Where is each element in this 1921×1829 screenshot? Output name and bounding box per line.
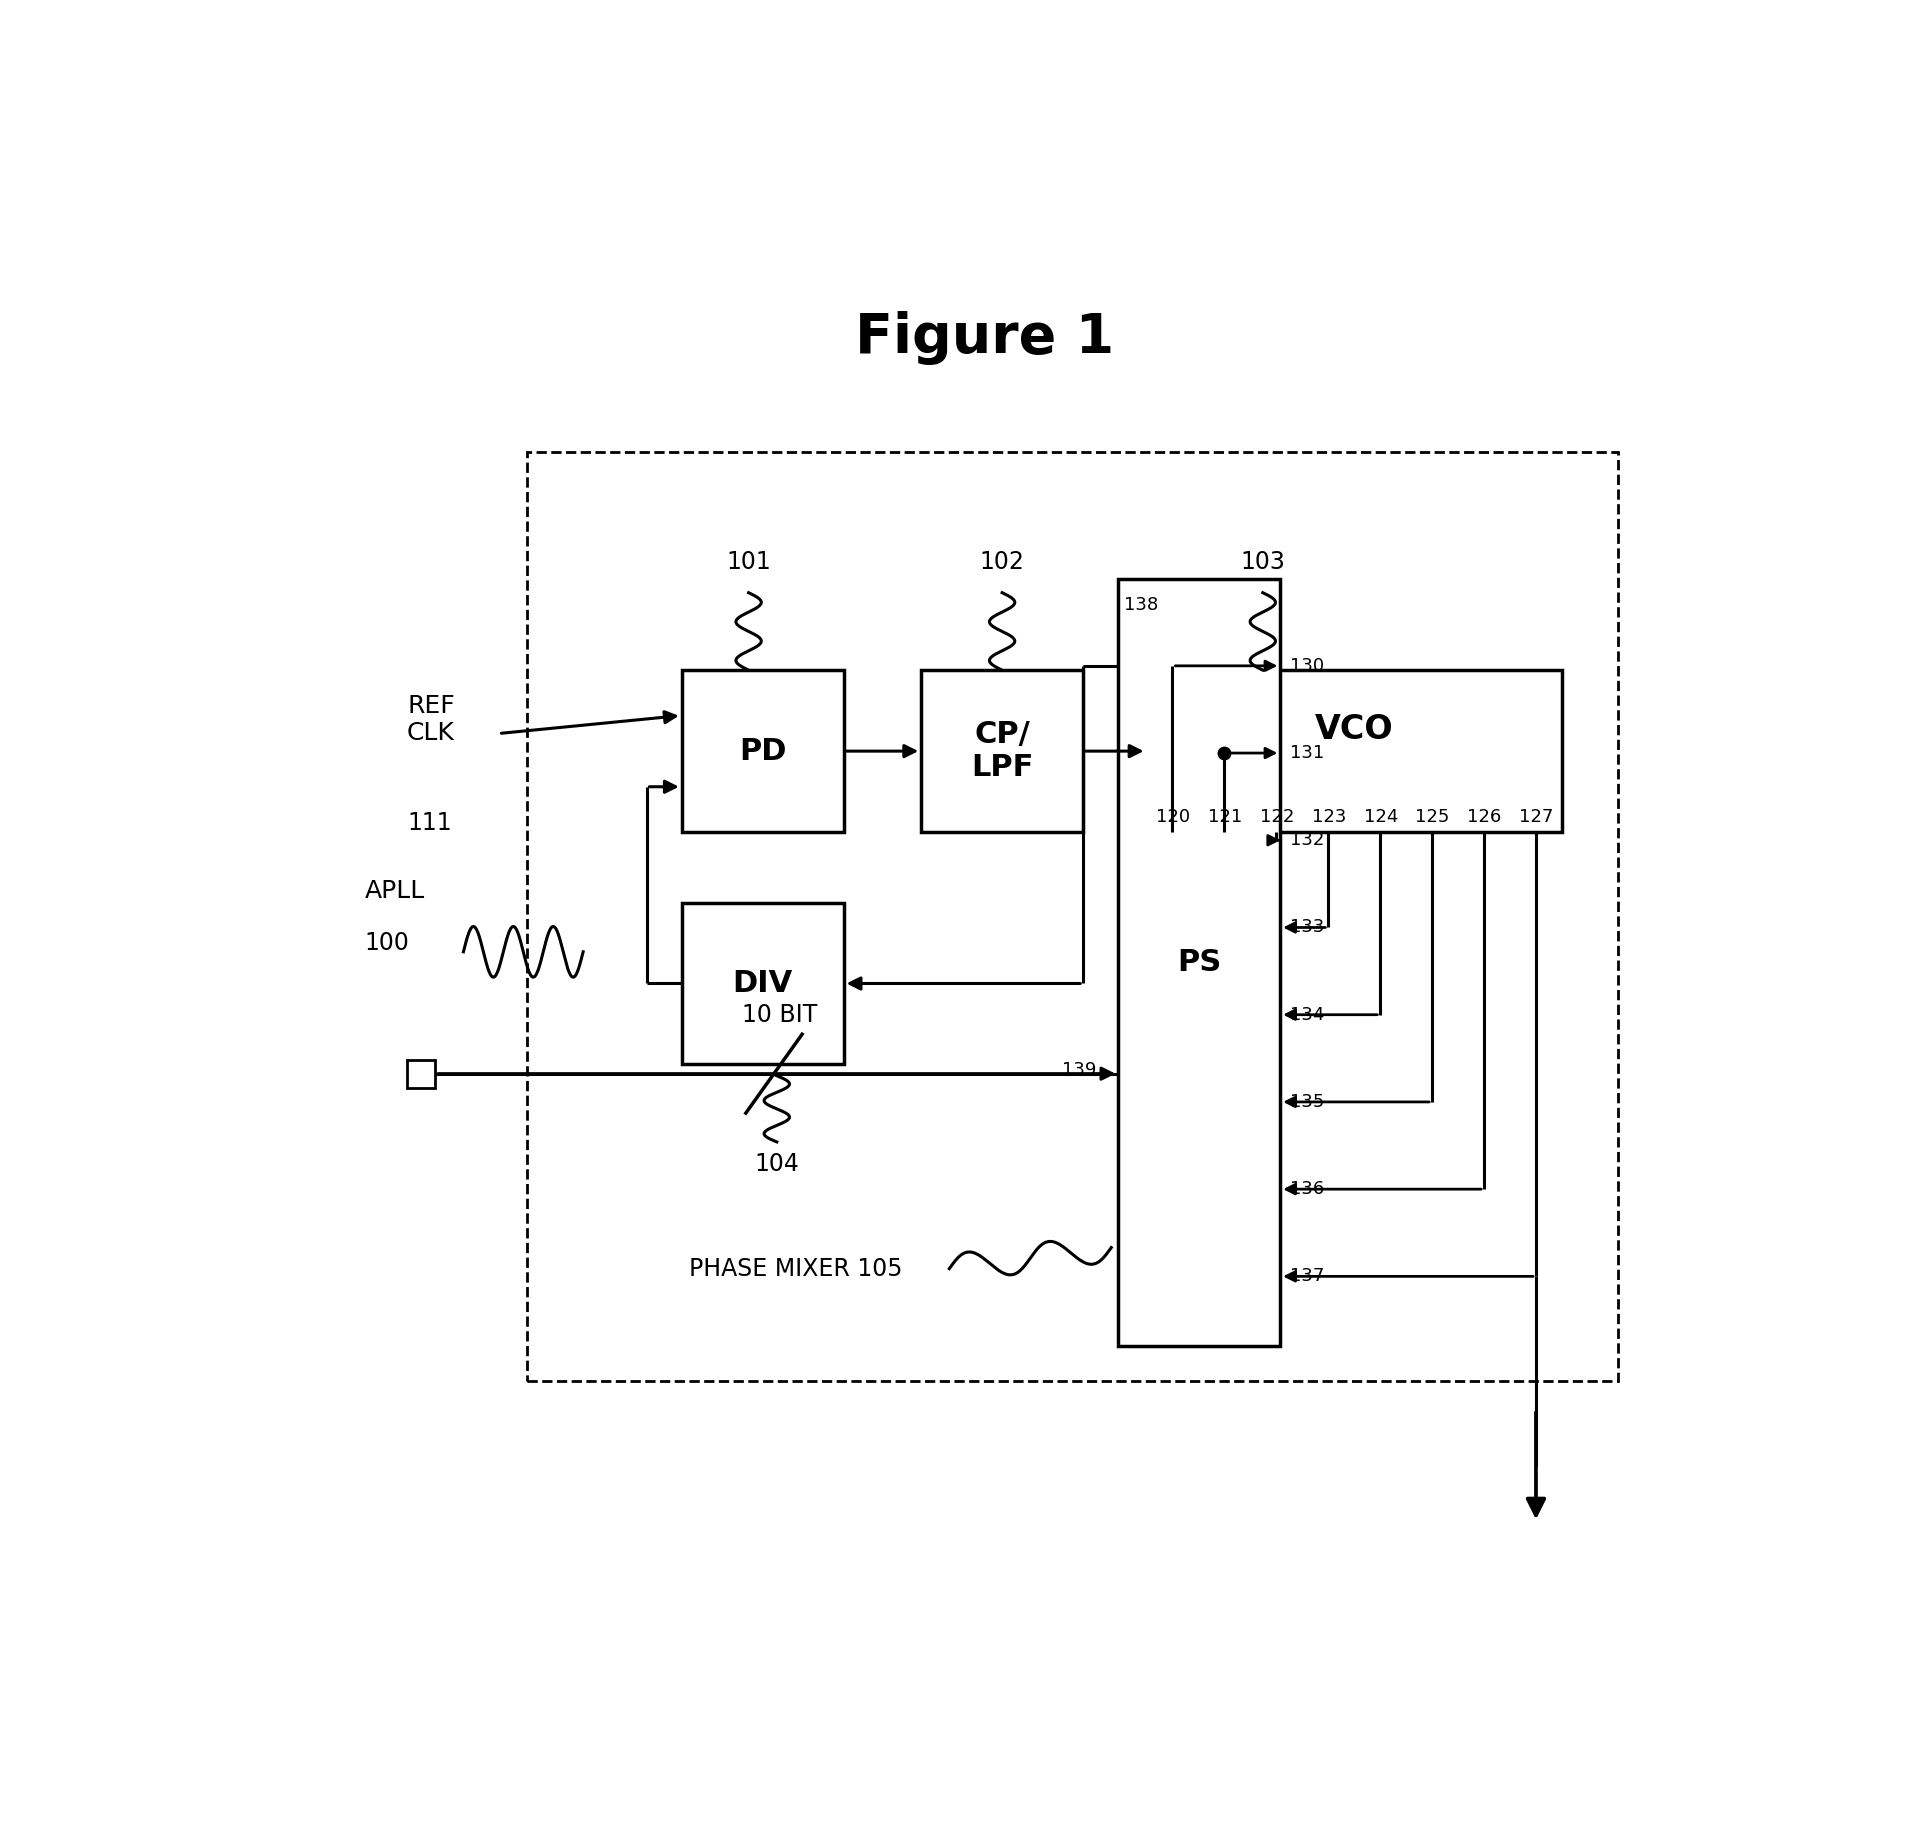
Text: 138: 138 <box>1124 596 1158 613</box>
Text: 131: 131 <box>1291 744 1324 763</box>
Bar <box>407 1059 436 1088</box>
Text: 10 BIT: 10 BIT <box>742 1002 816 1028</box>
Bar <box>682 669 843 832</box>
Text: 130: 130 <box>1291 657 1324 675</box>
Text: 132: 132 <box>1291 830 1324 849</box>
Text: 137: 137 <box>1291 1267 1324 1286</box>
Text: 103: 103 <box>1241 551 1285 574</box>
Text: PD: PD <box>740 737 786 766</box>
Bar <box>682 902 843 1064</box>
Text: REF
CLK: REF CLK <box>407 693 455 746</box>
Text: 121: 121 <box>1208 808 1243 827</box>
Text: 104: 104 <box>755 1152 799 1176</box>
Text: 100: 100 <box>365 931 409 955</box>
Text: 136: 136 <box>1291 1180 1324 1198</box>
Bar <box>922 669 1083 832</box>
Text: 139: 139 <box>1062 1061 1097 1079</box>
Text: 133: 133 <box>1291 918 1324 936</box>
Bar <box>526 452 1617 1381</box>
Bar <box>1118 578 1279 1346</box>
Text: 122: 122 <box>1260 808 1295 827</box>
Text: 126: 126 <box>1468 808 1502 827</box>
Text: 102: 102 <box>980 551 1024 574</box>
Text: 124: 124 <box>1364 808 1398 827</box>
Text: Figure 1: Figure 1 <box>855 311 1114 366</box>
Text: 125: 125 <box>1416 808 1450 827</box>
Text: APLL: APLL <box>365 878 425 902</box>
Text: VCO: VCO <box>1314 713 1393 746</box>
Text: 123: 123 <box>1312 808 1347 827</box>
Text: PHASE MIXER 105: PHASE MIXER 105 <box>690 1257 903 1280</box>
Text: 135: 135 <box>1291 1094 1324 1110</box>
Text: 120: 120 <box>1156 808 1189 827</box>
Text: 134: 134 <box>1291 1006 1324 1024</box>
Text: 127: 127 <box>1520 808 1554 827</box>
Text: 111: 111 <box>407 810 451 836</box>
Text: PS: PS <box>1178 947 1222 977</box>
Bar <box>1147 669 1562 832</box>
Text: CP/
LPF: CP/ LPF <box>970 721 1033 783</box>
Text: DIV: DIV <box>732 969 793 999</box>
Text: 101: 101 <box>726 551 770 574</box>
